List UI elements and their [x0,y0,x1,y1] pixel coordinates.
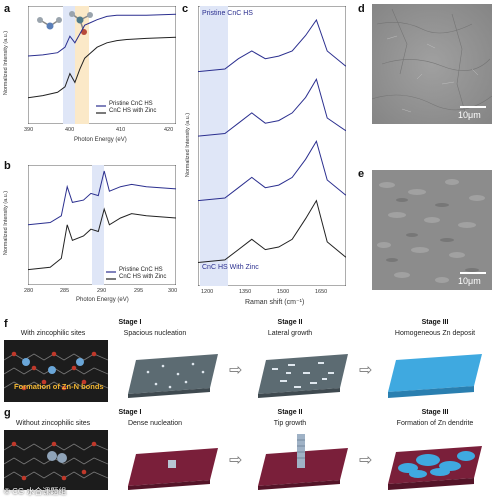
series-line-c-3 [198,140,346,202]
chart-a-ylabel: Normalized Intensity (a.u.) [3,30,9,96]
g-stage1-image [128,448,218,490]
chart-a-legend-2: CnC HS with Zinc [109,108,157,114]
chart-a-xtick-2: 400 [65,127,75,133]
scalebar-label-d: 10μm [458,110,481,120]
g-stage2-title: Stage II [277,409,303,416]
g-stage2-image [258,434,348,490]
scalebar-line-d [460,106,486,108]
chart-b-xlabel: Photon Energy (eV) [76,297,129,303]
g-lattice-image [4,430,108,490]
chart-c-bottom-label: CnC HS With Zinc [202,264,259,271]
chart-a-legend-swatches [96,105,106,114]
panel-letter-e: e [358,168,365,180]
f-stage2-image [258,354,348,398]
chart-c-xtick-2: 1350 [239,289,252,295]
chart-b-xtick-2: 285 [60,288,70,294]
chart-a-series [28,13,176,99]
sem-image-d: 10μm [372,4,492,124]
chart-b-legend-swatches [106,271,116,280]
chart-b-ylabel: Normalized Intensity (a.u.) [3,190,9,256]
f-stage3-title: Stage III [421,319,449,326]
f-side-label: With zincophilic sites [20,330,86,337]
chart-c-blue-band [200,6,228,286]
scalebar-line-e [460,272,486,274]
sem-texture-d [372,4,492,124]
f-lattice-image [4,340,108,402]
chart-a-blue-band [63,6,75,124]
chart-a-xtick-4: 420 [164,127,174,133]
chart-a-legend-1: Pristine CnC HS [109,101,153,107]
chart-b-xtick-3: 290 [97,288,107,294]
chart-b-blue-band [92,165,104,285]
chart-c [198,6,346,286]
g-arrow-2-icon: ⇨ [359,452,373,469]
molecule-icon-1 [37,17,62,30]
chart-c-top-label: Pristine CnC HS [202,10,253,17]
chart-c-xtick-4: 1650 [315,289,328,295]
series-line-c-1 [198,18,346,73]
g-stage1-title: Stage I [118,409,142,416]
watermark: © CG 水合课题组 [4,487,67,496]
f-stage1-image [128,354,218,398]
chart-c-ylabel: Normalized Intensity (a.u.) [185,112,191,178]
f-stage1-title: Stage I [118,319,142,326]
g-stage1-sub: Dense nucleation [127,420,183,427]
g-stage2-sub: Tip growth [273,420,307,427]
series-line-c-4 [198,199,346,263]
f-bond-label: Formation of Zn-N bonds [14,382,104,391]
chart-c-xtick-3: 1500 [277,289,290,295]
scalebar-label-e: 10μm [458,276,481,286]
panel-letter-c: c [182,3,189,15]
f-stage1-sub: Spacious nucleation [123,330,187,337]
g-stage3-image [388,446,482,490]
f-arrow-2-icon: ⇨ [359,362,373,379]
g-side-label: Without zincophilic sites [15,420,91,427]
g-stage3-title: Stage III [421,409,449,416]
chart-b-xtick-1: 280 [24,288,34,294]
chart-a-xlabel: Photon Energy (eV) [74,137,127,143]
chart-b-xtick-5: 300 [168,288,178,294]
panel-letter-a: a [4,3,11,15]
chart-b [28,165,176,285]
chart-c-series [198,18,346,263]
f-stage3-image [388,354,482,398]
panel-letter-g: g [4,407,11,419]
g-arrow-1-icon: ⇨ [229,452,243,469]
chart-b-series [28,170,176,271]
g-stage3-sub: Formation of Zn dendrite [396,420,474,427]
chart-b-legend-2: CnC HS with Zinc [119,274,167,280]
chart-c-xtick-1: 1200 [201,289,214,295]
chart-a-xtick-1: 390 [24,127,34,133]
f-stage2-sub: Lateral growth [267,330,313,337]
f-stage3-sub: Homogeneous Zn deposit [394,330,476,337]
series-line-pristine-b [28,170,176,226]
chart-a [28,6,176,124]
chart-b-xtick-4: 295 [134,288,144,294]
series-line-zinc-b [28,207,176,271]
sem-texture-e [372,170,492,290]
series-line-c-2 [198,78,346,137]
panel-letter-f: f [4,318,8,330]
f-arrow-1-icon: ⇨ [229,362,243,379]
panel-letter-b: b [4,160,11,172]
molecule-icon-2 [69,11,93,35]
chart-b-legend-1: Pristine CnC HS [119,267,163,273]
chart-c-xlabel: Raman shift (cm⁻¹) [245,299,305,306]
panel-letter-d: d [358,3,365,15]
chart-a-xtick-3: 410 [116,127,126,133]
sem-image-e: 10μm [372,170,492,290]
series-line-zinc-a [28,36,176,99]
series-line-pristine-a [28,13,176,57]
f-stage2-title: Stage II [277,319,303,326]
